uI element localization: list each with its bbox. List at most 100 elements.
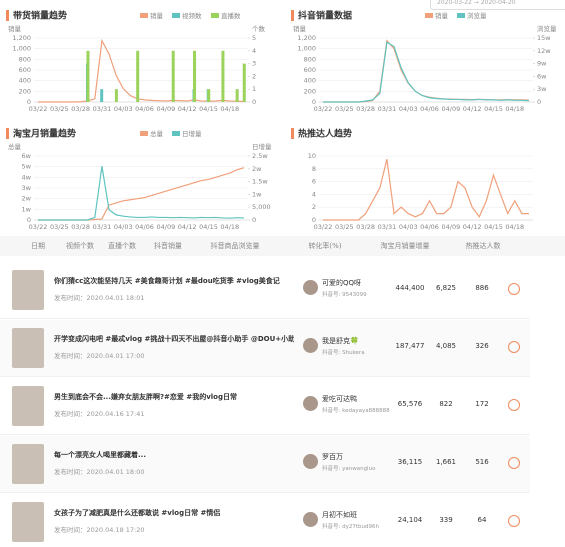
x-tick-label: 03/25 — [50, 223, 69, 231]
thumbnail — [12, 444, 44, 484]
date-end: 2020-04-20 — [480, 0, 516, 6]
action-icon[interactable] — [508, 283, 520, 295]
y-tick-label: 1,200 — [12, 34, 31, 42]
author-account: 抖音号: yanwangluo — [322, 466, 376, 472]
y2-tick-label: 3w — [537, 85, 547, 93]
date-range[interactable]: 2020-03-22 → 2020-04-20 — [430, 0, 565, 10]
y-tick-label: 600 — [19, 66, 31, 74]
views: 822 — [439, 400, 453, 408]
x-tick-label: 04/03 — [114, 105, 133, 113]
y-tick-label: 10 — [308, 152, 316, 160]
line — [38, 38, 245, 103]
x-tick-label: 04/15 — [199, 105, 218, 113]
y-tick-label: 400 — [304, 77, 316, 85]
author-name: 我是舒克🍀 — [322, 337, 359, 345]
column-header: 视频个数 — [66, 242, 94, 250]
x-tick-label: 04/18 — [505, 223, 524, 231]
thumbnail — [12, 386, 44, 426]
publish-time: 发布时间：2020.04.18 17:20 — [54, 526, 145, 534]
y-tick-label: 600 — [304, 66, 316, 74]
chart-title: 热推达人趋势 — [298, 128, 352, 140]
y-tick-label: 5w — [22, 163, 32, 171]
y-tick-label: 0 — [27, 216, 31, 224]
author-account: 抖音号: dy27tbud96h — [322, 524, 379, 530]
y-tick-label: 4w — [22, 173, 32, 181]
y2-tick-label: 0 — [252, 216, 256, 224]
author-name: 罗百万 — [322, 453, 343, 461]
x-tick-label: 03/31 — [93, 105, 112, 113]
y-tick-label: 0 — [27, 98, 31, 106]
legend-label: 销量 — [150, 11, 164, 20]
avatar — [303, 280, 318, 295]
y-tick-label: 1w — [22, 205, 32, 213]
action-icon[interactable] — [508, 457, 520, 469]
y-axis-label: 销量 — [293, 24, 307, 33]
author-account: 抖音号: Shukera — [322, 350, 365, 356]
table-header-bg — [0, 236, 565, 256]
chart-title: 抖音销量数据 — [298, 10, 352, 22]
y-tick-label: 6w — [22, 152, 32, 160]
x-tick-label: 04/09 — [156, 223, 175, 231]
chart-title: 带货销量趋势 — [13, 10, 67, 22]
video-title: 男生到底会不会...嫌弃女朋友胖啊?#恋爱 #我的vlog日常 — [54, 393, 237, 401]
avatar — [303, 338, 318, 353]
action-icon[interactable] — [508, 341, 520, 353]
x-tick-label: 03/28 — [356, 105, 375, 113]
y2-tick-label: 1 — [252, 85, 256, 93]
video-title: 开学变成闪电吧 #最忒vlog #挑战十四天不出屋@抖音小助手 @DOU+小助手 — [54, 335, 294, 343]
y-tick-label: 200 — [19, 87, 31, 95]
author-name: 爱吃可达鸭 — [322, 395, 357, 403]
y2-tick-label: 2 — [252, 72, 256, 80]
y-tick-label: 0 — [312, 98, 316, 106]
x-tick-label: 04/06 — [420, 105, 439, 113]
table: 日期 视频个数 直播个数 抖音销量 抖音商品浏览量 转化率(%) 淘宝月销量增量 热推达人数你… — [0, 236, 565, 547]
x-tick-label: 04/03 — [399, 105, 418, 113]
video-title: 每一个漂亮女人喝里都藏着... — [54, 451, 146, 459]
table-row: 男生到底会不会...嫌弃女朋友胖啊?#恋爱 #我的vlog日常 发布时间：2020… — [0, 378, 530, 435]
y-tick-label: 1,000 — [12, 45, 31, 53]
y2-tick-label: 12w — [537, 47, 551, 55]
x-tick-label: 04/06 — [420, 223, 439, 231]
y-tick-label: 4 — [312, 190, 316, 198]
table-row: 每一个漂亮女人喝里都藏着... 发布时间：2020.04.01 18:00 罗百万抖… — [0, 436, 530, 493]
y-tick-label: 2 — [312, 203, 316, 211]
action-icon[interactable] — [508, 515, 520, 527]
y2-axis-label: 个数 — [252, 24, 266, 33]
publish-time: 发布时间：2020.04.16 17:41 — [54, 410, 145, 418]
legend-label: 日增量 — [182, 129, 202, 138]
views: 4,085 — [435, 342, 457, 350]
bar — [193, 50, 197, 102]
author-name: 月初不如班 — [322, 511, 357, 519]
bar — [136, 50, 140, 102]
video-title: 你们猜cc这次能坚持几天 #美食趣哥计划 #最dou吃货季 #vlog美食记 — [54, 277, 280, 285]
legend-label: 总量 — [150, 129, 164, 138]
y2-tick-label: 2w — [252, 165, 262, 173]
x-tick-label: 04/12 — [463, 223, 482, 231]
x-tick-label: 03/31 — [93, 223, 112, 231]
y2-tick-label: 3 — [252, 60, 256, 68]
x-tick-label: 03/22 — [29, 105, 48, 113]
x-tick-label: 04/18 — [220, 105, 239, 113]
y-tick-label: 6 — [312, 178, 316, 186]
legend-label: 视频数 — [182, 11, 202, 20]
y-axis-label: 总量 — [8, 142, 22, 151]
x-tick-label: 04/09 — [156, 105, 175, 113]
avatar — [303, 454, 318, 469]
x-tick-label: 04/18 — [220, 223, 239, 231]
y-tick-label: 1,200 — [297, 34, 316, 42]
column-header: 直播个数 — [108, 242, 136, 250]
action-icon[interactable] — [508, 399, 520, 411]
video-title: 女孩子为了减肥真是什么还都敢说 #vlog日常 #情侣 — [54, 509, 221, 517]
x-tick-label: 03/22 — [314, 105, 333, 113]
column-header: 抖音销量 — [154, 242, 182, 250]
title-icon — [291, 10, 294, 21]
y2-tick-label: 0 — [537, 98, 541, 106]
publish-time: 发布时间：2020.04.01 17:00 — [54, 352, 145, 360]
chart-title: 淘宝月销量趋势 — [13, 128, 76, 140]
bar — [242, 63, 246, 102]
x-tick-label: 04/12 — [178, 223, 197, 231]
y2-tick-label: 6w — [537, 72, 547, 80]
legend-swatch — [140, 13, 148, 18]
x-tick-label: 04/09 — [441, 105, 460, 113]
